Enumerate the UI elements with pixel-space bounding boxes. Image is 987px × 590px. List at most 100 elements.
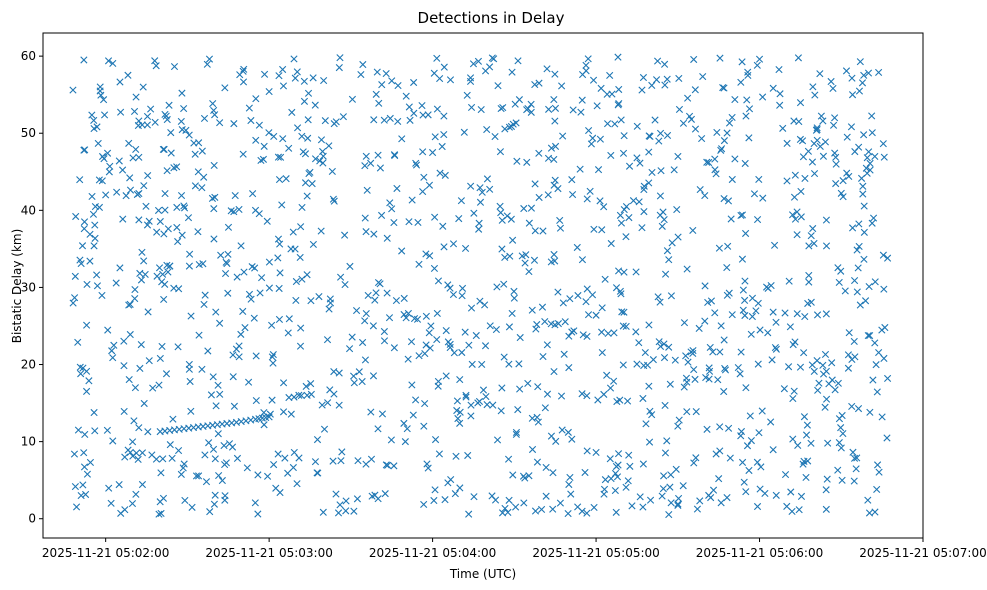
- clutter-point: [691, 125, 700, 133]
- clutter-point: [672, 465, 680, 473]
- clutter-point: [235, 205, 243, 214]
- clutter-point: [433, 54, 441, 62]
- clutter-point: [491, 132, 499, 141]
- clutter-point: [619, 361, 627, 369]
- clutter-point: [543, 390, 552, 398]
- clutter-point: [103, 149, 112, 157]
- clutter-point: [535, 149, 543, 157]
- clutter-point: [875, 68, 883, 77]
- clutter-point: [291, 74, 299, 82]
- clutter-point: [758, 407, 766, 415]
- clutter-point: [412, 159, 420, 167]
- data-point: [483, 401, 491, 409]
- clutter-point: [648, 81, 656, 89]
- clutter-point: [345, 345, 354, 353]
- clutter-point: [472, 331, 480, 340]
- clutter-point: [684, 94, 692, 102]
- clutter-point: [716, 348, 724, 356]
- clutter-point: [498, 509, 507, 517]
- clutter-point: [400, 310, 408, 319]
- clutter-point: [252, 95, 260, 103]
- clutter-point: [486, 322, 494, 330]
- clutter-point: [175, 285, 183, 293]
- clutter-point: [210, 205, 218, 213]
- clutter-point: [181, 496, 189, 505]
- clutter-point: [269, 359, 277, 367]
- clutter-point: [745, 134, 753, 142]
- clutter-point: [753, 502, 762, 511]
- clutter-point: [680, 383, 688, 391]
- clutter-point: [600, 485, 609, 493]
- clutter-point: [212, 308, 220, 316]
- clutter-point: [568, 435, 576, 443]
- clutter-point: [828, 376, 836, 384]
- clutter-point: [869, 214, 878, 222]
- clutter-point: [186, 250, 194, 258]
- clutter-point: [779, 124, 787, 132]
- clutter-point: [346, 262, 354, 270]
- clutter-point: [125, 139, 133, 147]
- clutter-point: [741, 229, 750, 238]
- clutter-point: [564, 428, 572, 436]
- clutter-point: [341, 280, 349, 289]
- clutter-point: [362, 460, 370, 468]
- clutter-point: [81, 490, 90, 499]
- clutter-point: [275, 72, 283, 80]
- clutter-point: [653, 57, 662, 65]
- clutter-point: [753, 458, 761, 466]
- clutter-point: [795, 506, 803, 514]
- clutter-point: [848, 74, 856, 82]
- clutter-point: [832, 160, 840, 168]
- data-point: [769, 308, 777, 316]
- clutter-point: [279, 408, 288, 416]
- clutter-point: [195, 139, 203, 147]
- clutter-point: [240, 65, 248, 73]
- clutter-point: [544, 191, 552, 199]
- clutter-point: [527, 204, 536, 212]
- clutter-point: [405, 218, 413, 226]
- clutter-point: [549, 505, 557, 513]
- clutter-point: [866, 331, 874, 340]
- clutter-point: [224, 250, 232, 258]
- clutter-point: [168, 454, 176, 462]
- clutter-point: [260, 408, 268, 417]
- clutter-point: [727, 215, 735, 223]
- clutter-point: [467, 103, 476, 112]
- clutter-point: [422, 250, 430, 258]
- clutter-point: [239, 78, 248, 86]
- clutter-point: [819, 152, 828, 160]
- clutter-point: [159, 455, 167, 463]
- data-point: [864, 69, 873, 77]
- clutter-point: [221, 496, 229, 504]
- clutter-point: [468, 360, 476, 368]
- clutter-point: [466, 74, 475, 82]
- clutter-point: [510, 287, 518, 295]
- clutter-point: [410, 109, 418, 117]
- clutter-point: [91, 221, 99, 229]
- clutter-point: [715, 244, 723, 252]
- clutter-point: [265, 258, 274, 266]
- clutter-point: [769, 84, 777, 92]
- clutter-point: [157, 469, 165, 477]
- clutter-point: [131, 285, 139, 294]
- clutter-point: [791, 338, 799, 346]
- clutter-point: [359, 338, 367, 347]
- clutter-point: [550, 250, 558, 259]
- clutter-point: [121, 506, 129, 514]
- clutter-point: [135, 216, 143, 224]
- clutter-point: [596, 197, 604, 205]
- clutter-point: [330, 120, 338, 128]
- clutter-point: [143, 221, 152, 229]
- clutter-point: [724, 197, 733, 205]
- clutter-point: [508, 68, 516, 76]
- clutter-point: [608, 90, 616, 98]
- clutter-point: [285, 144, 293, 152]
- clutter-point: [433, 335, 441, 344]
- clutter-point: [78, 242, 87, 250]
- clutter-point: [581, 468, 589, 477]
- clutter-point: [233, 454, 242, 462]
- clutter-point: [655, 137, 663, 145]
- clutter-point: [741, 159, 749, 168]
- clutter-point: [323, 336, 332, 344]
- clutter-point: [430, 264, 439, 273]
